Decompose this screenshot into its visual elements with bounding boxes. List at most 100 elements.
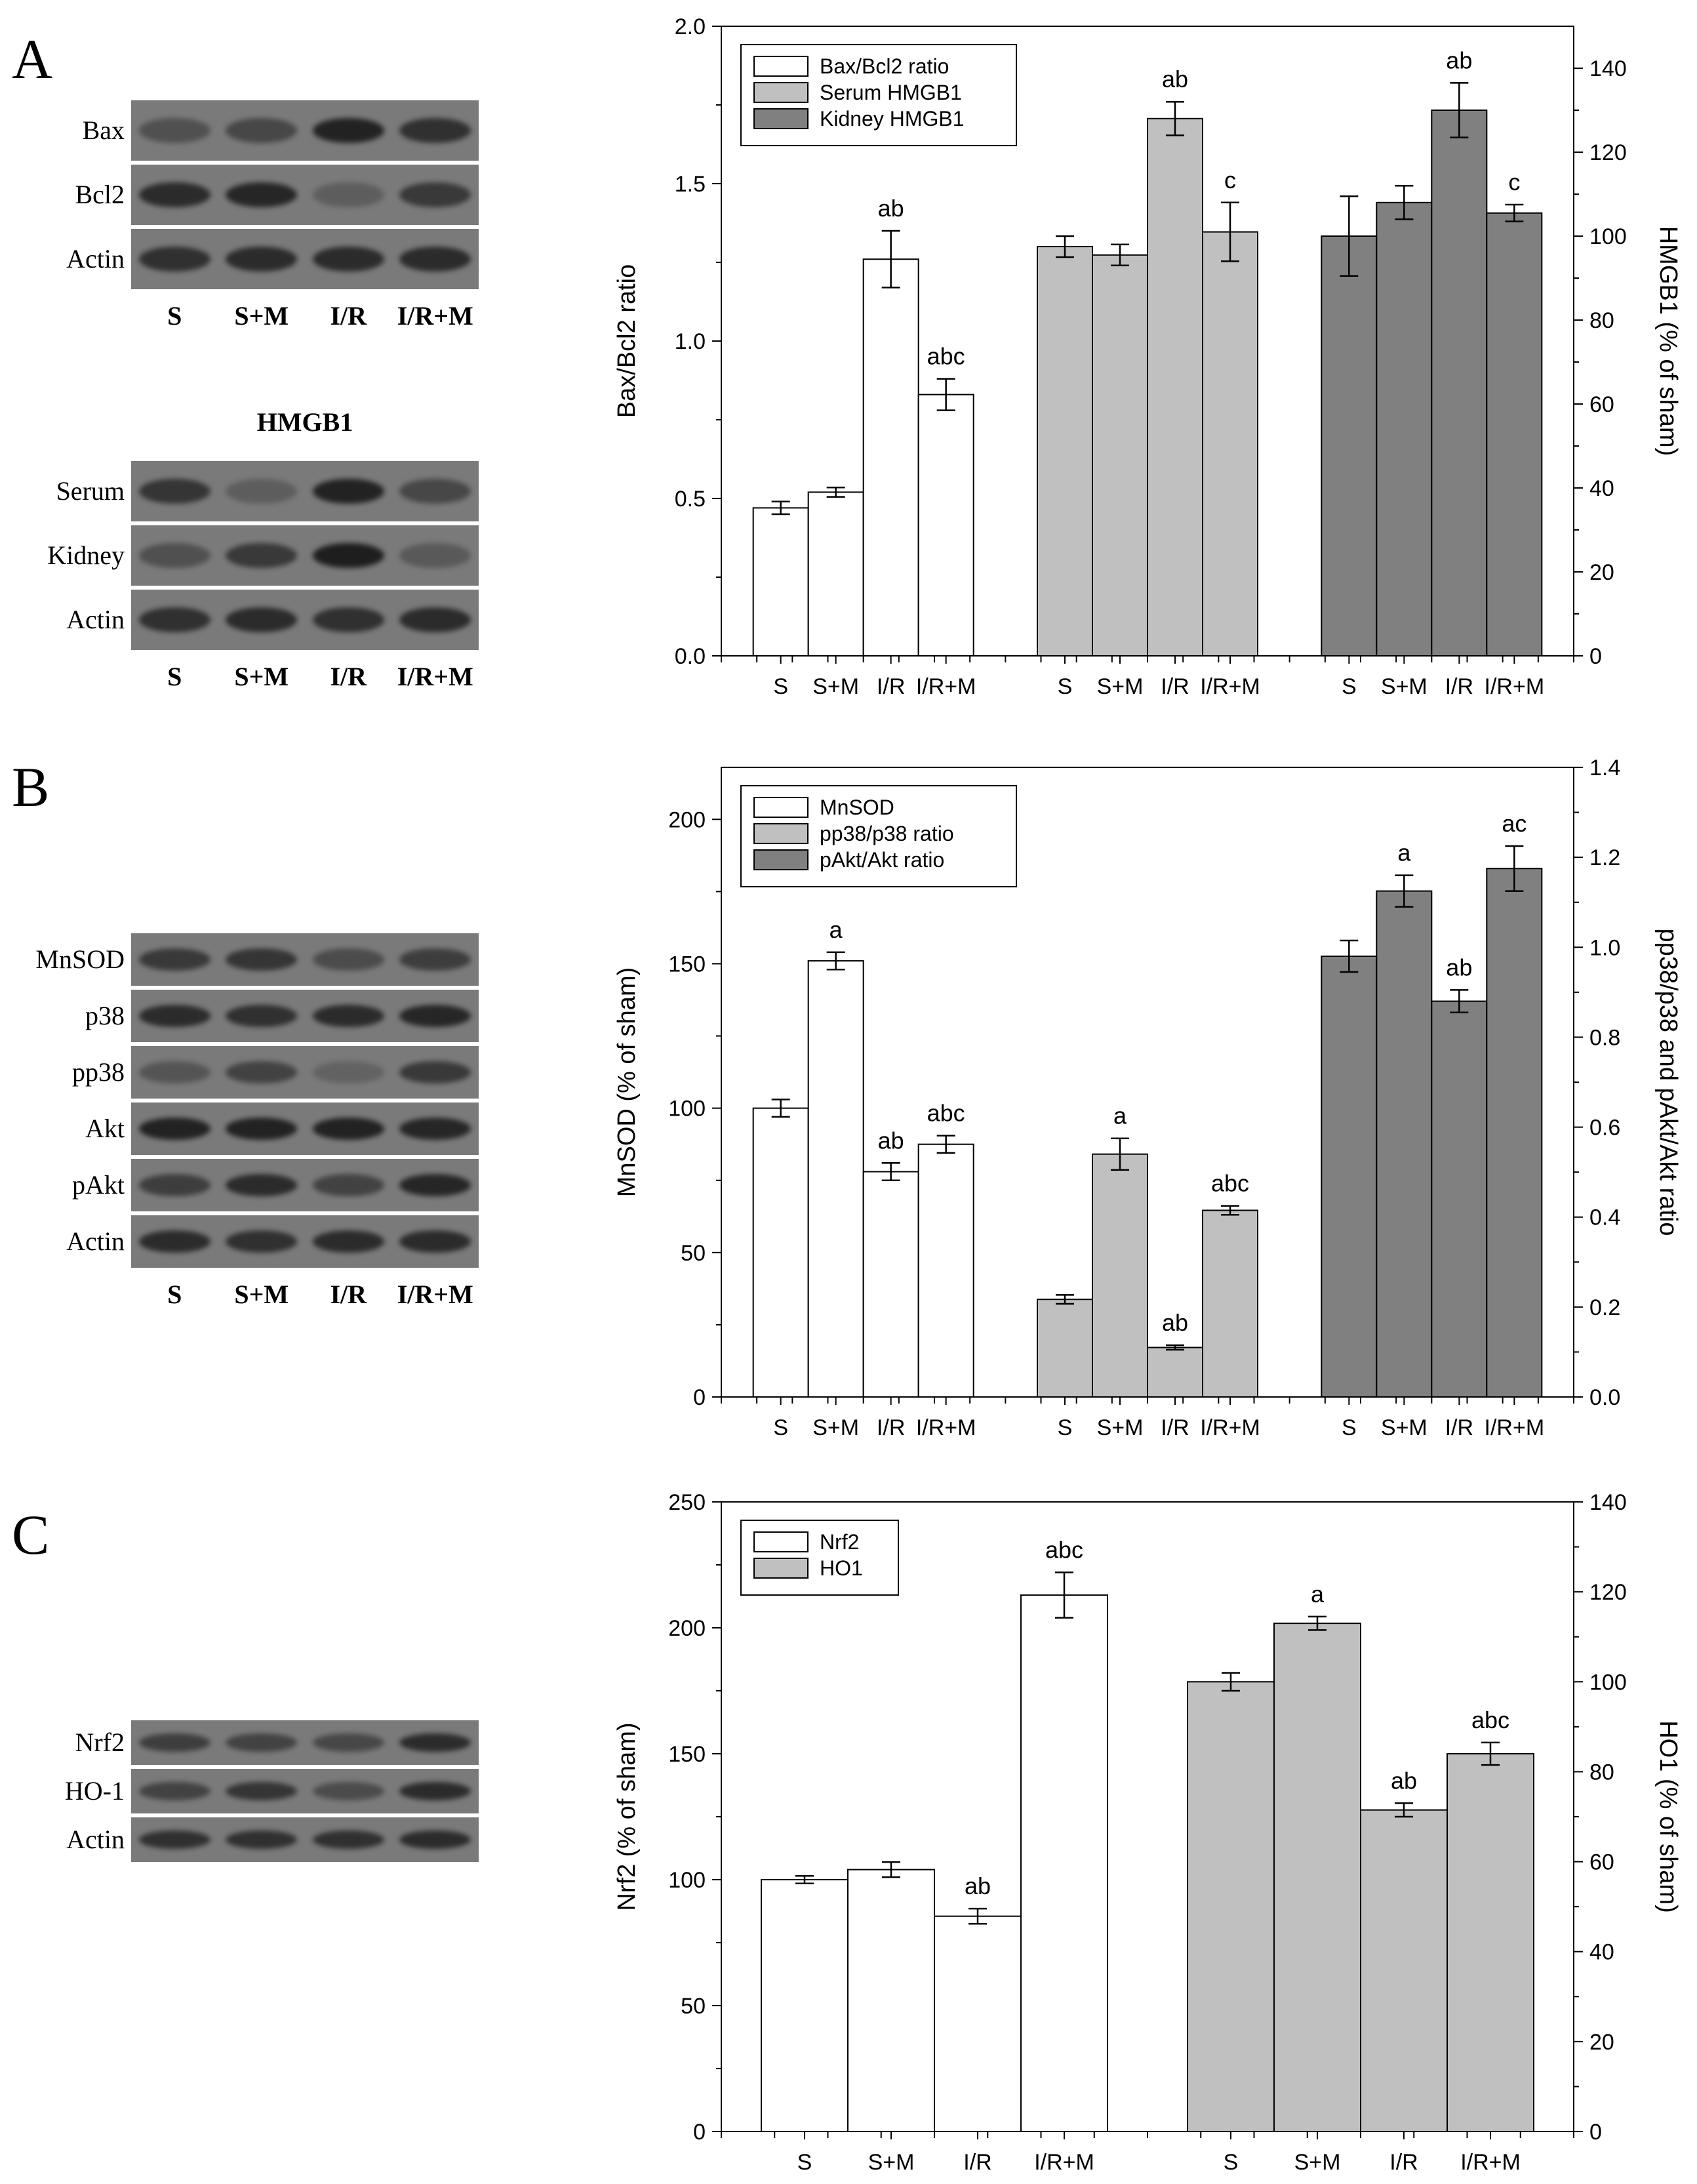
- x-axis-tick-label: I/R+M: [1200, 674, 1260, 699]
- blot-row-label: Actin: [66, 1226, 125, 1256]
- x-axis-tick-label: I/R: [1445, 674, 1473, 699]
- blot-band: [138, 182, 210, 208]
- bar: [1202, 1209, 1258, 1398]
- blot-band: [226, 117, 298, 144]
- left-axis-tick-label: 2.0: [675, 14, 706, 39]
- blot-band: [138, 607, 210, 633]
- legend-swatch: [753, 56, 809, 77]
- right-axis-tick-label: 40: [1589, 476, 1614, 501]
- bar: [1486, 212, 1543, 657]
- blot-band: [226, 1781, 298, 1801]
- x-axis-tick-label: I/R: [963, 2150, 991, 2175]
- bar: [917, 394, 974, 657]
- blot-band: [226, 182, 298, 208]
- blot-row-label: Actin: [66, 605, 125, 634]
- blot-band: [312, 117, 384, 144]
- blot-band: [399, 1061, 471, 1083]
- right-axis-tick-label: 0.0: [1589, 1385, 1620, 1410]
- left-axis-tick-label: 100: [668, 1097, 706, 1122]
- blot-band: [312, 1830, 384, 1850]
- legend-label: Nrf2: [820, 1530, 859, 1554]
- right-axis-tick-label: 140: [1589, 56, 1627, 81]
- legend-label: Kidney HMGB1: [820, 107, 965, 131]
- x-axis-tick-label: I/R+M: [1485, 1415, 1545, 1440]
- x-axis-tick-label: S: [1342, 1415, 1357, 1440]
- significance-label: abc: [927, 343, 965, 370]
- left-axis-tick-label: 100: [668, 1868, 706, 1893]
- blot-band: [226, 1230, 298, 1253]
- bar: [807, 960, 864, 1398]
- blot-row-label: pp38: [72, 1057, 125, 1087]
- right-axis-tick-label: 20: [1589, 2030, 1614, 2055]
- legend-swatch: [753, 82, 809, 103]
- significance-label: ab: [878, 1127, 904, 1154]
- legend-swatch: [753, 1558, 809, 1579]
- x-axis-tick-label: S+M: [1294, 2150, 1341, 2175]
- bar: [752, 1107, 809, 1398]
- x-axis-tick-label: S+M: [812, 674, 859, 699]
- legend-swatch: [753, 1531, 809, 1552]
- left-axis-tick-label: 0: [693, 2120, 706, 2145]
- blot-band: [226, 1118, 298, 1140]
- bar: [761, 1879, 848, 2132]
- right-axis-tick-label: 140: [1589, 1490, 1627, 1515]
- significance-label: abc: [1045, 1537, 1083, 1564]
- blot-strip: [131, 1213, 479, 1270]
- blot-band: [399, 1230, 471, 1253]
- blot-row-label: Bax: [82, 115, 125, 145]
- blot-lane-label: S: [167, 301, 182, 331]
- x-axis-tick-label: I/R: [1445, 1415, 1473, 1440]
- blot-lane-label: I/R+M: [397, 1280, 473, 1309]
- blot-band: [226, 542, 298, 569]
- bar-chart-a: 0.0 0.5 1.0 1.5 2.0 0 20 40 60 80 100 120 140 Bax/Bcl…: [613, 14, 1682, 699]
- left-axis-tick-label: 0.0: [675, 644, 706, 669]
- blot-band: [138, 1230, 210, 1253]
- x-axis-tick-label: S+M: [812, 1415, 859, 1440]
- blot-strip: [131, 459, 479, 523]
- significance-label: a: [1113, 1102, 1127, 1129]
- blot-band: [138, 117, 210, 144]
- blot-lane-label: I/R+M: [397, 662, 473, 691]
- right-axis-tick-label: 120: [1589, 140, 1627, 165]
- blot-band: [226, 1061, 298, 1083]
- blot-strip: [131, 1157, 479, 1213]
- legend-swatch: [753, 849, 809, 870]
- left-axis-title: MnSOD (% of sham): [613, 967, 641, 1198]
- blot-band: [138, 246, 210, 272]
- legend-label: pAkt/Akt ratio: [820, 848, 944, 872]
- blot-band: [138, 1118, 210, 1140]
- blot-band: [399, 246, 471, 272]
- x-axis-tick-label: S: [1058, 674, 1073, 699]
- left-axis-tick-label: 0.5: [675, 487, 706, 512]
- bar: [1147, 117, 1203, 657]
- blot-lane-label: I/R: [330, 301, 367, 331]
- x-axis-tick-label: S: [1058, 1415, 1073, 1440]
- blot-band: [399, 607, 471, 633]
- left-axis-title: Nrf2 (% of sham): [613, 1722, 641, 1911]
- blot-strip: [131, 1044, 479, 1101]
- blot-band: [312, 1781, 384, 1801]
- x-axis-tick-label: I/R+M: [1460, 2150, 1521, 2175]
- bar: [1202, 231, 1258, 657]
- bar: [1273, 1623, 1361, 2132]
- right-axis-tick-label: 100: [1589, 1670, 1627, 1695]
- significance-label: ab: [1446, 47, 1472, 73]
- x-axis-tick-label: I/R: [1161, 674, 1189, 699]
- x-axis-tick-label: I/R: [1161, 1415, 1189, 1440]
- blot-row-label: HO-1: [64, 1776, 125, 1806]
- blot-band: [312, 1174, 384, 1196]
- x-axis-tick-label: I/R+M: [1200, 1415, 1260, 1440]
- blot-band: [399, 182, 471, 208]
- x-axis-tick-label: S+M: [1097, 1415, 1144, 1440]
- right-axis-tick-label: 0.8: [1589, 1025, 1620, 1050]
- blot-lane-label: I/R: [330, 662, 367, 691]
- bar: [1376, 890, 1433, 1398]
- blot-band: [312, 1061, 384, 1083]
- left-axis-tick-label: 150: [668, 952, 706, 977]
- blot-band: [312, 542, 384, 569]
- left-axis-tick-label: 250: [668, 1490, 706, 1515]
- blot-strip: [131, 98, 479, 163]
- right-axis-tick-label: 60: [1589, 392, 1614, 417]
- legend-label: MnSOD: [820, 796, 894, 819]
- panel-letter-b: B: [12, 756, 50, 819]
